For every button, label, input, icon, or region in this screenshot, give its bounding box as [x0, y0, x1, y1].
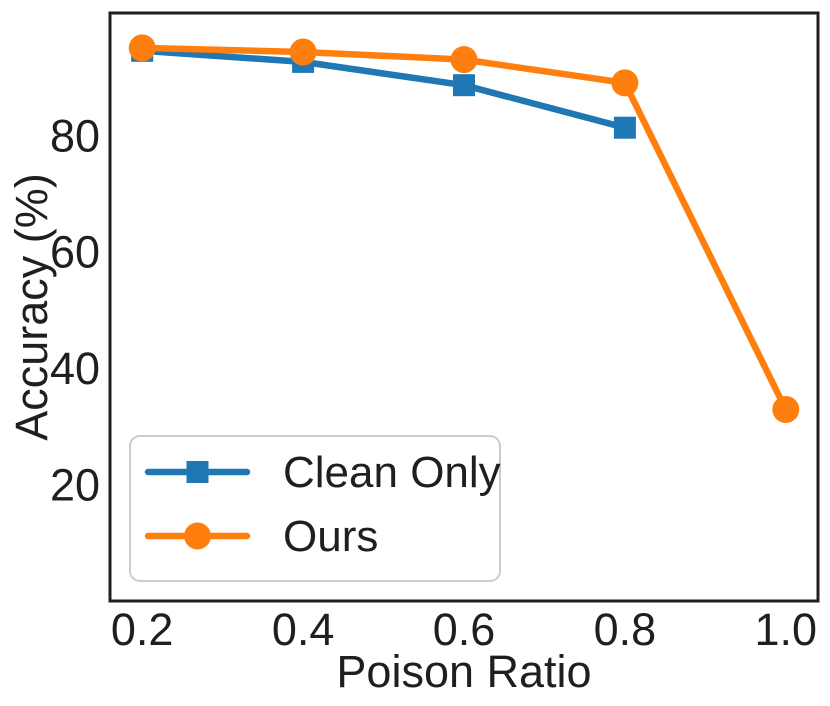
x-tick-label: 0.4	[272, 604, 335, 655]
legend: Clean Only Ours	[129, 435, 501, 582]
marker-circle-ours	[611, 69, 639, 97]
x-axis-title: Poison Ratio	[336, 646, 591, 697]
marker-square-clean-only	[453, 74, 475, 97]
legend-item-label: Ours	[283, 512, 378, 561]
plot-frame	[108, 11, 820, 603]
legend-marker-circle	[184, 522, 211, 550]
y-tick-label: 80	[50, 110, 100, 161]
y-tick-label: 40	[50, 343, 100, 394]
marker-circle-ours	[450, 46, 478, 74]
marker-circle-ours	[772, 396, 800, 423]
y-tick-label: 20	[50, 460, 100, 511]
marker-square-clean-only	[613, 116, 636, 139]
legend-marker-square	[186, 461, 209, 483]
x-tick-label: 0.6	[433, 604, 496, 655]
y-tick-label: 60	[50, 227, 100, 278]
x-tick-label: 1.0	[755, 604, 818, 655]
y-axis-title: Accuracy (%)	[6, 173, 57, 441]
x-tick-labels: 0.2 0.4 0.6 0.8 1.0	[111, 604, 817, 655]
x-tick-label: 0.8	[594, 604, 657, 655]
marker-circle-ours	[128, 34, 156, 62]
legend-item-label: Clean Only	[283, 448, 501, 497]
y-tick-labels: 20 40 60 80	[50, 110, 100, 510]
marker-circle-ours	[289, 38, 317, 66]
series-line-ours	[138, 44, 790, 413]
x-tick-label: 0.2	[111, 604, 174, 655]
series-line-clean-only	[138, 47, 629, 131]
series-layer	[128, 34, 800, 423]
